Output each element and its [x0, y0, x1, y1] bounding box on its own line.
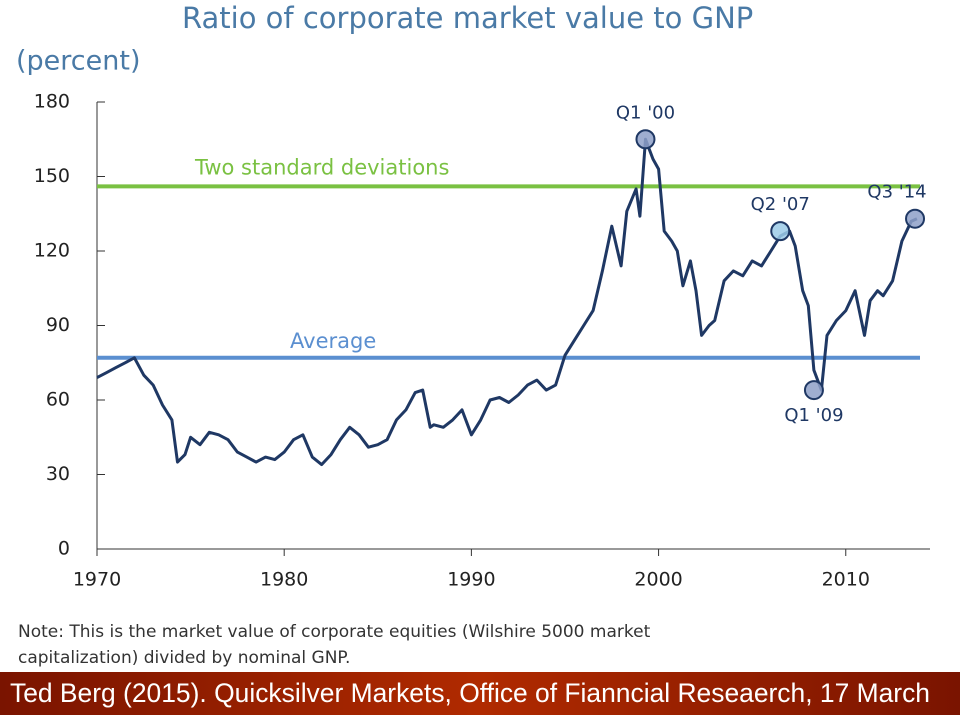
- footer: Ted Berg (2015). Quicksilver Markets, Of…: [10, 678, 930, 708]
- y-tick-label: 30: [46, 463, 70, 485]
- reference-label: Two standard deviations: [194, 155, 449, 179]
- y-tick-label: 90: [46, 314, 70, 336]
- x-tick-label: 1970: [73, 569, 121, 591]
- y-tick-label: 0: [58, 538, 70, 560]
- data-line: [96, 137, 918, 467]
- note: Note: This is the market value of corpor…: [18, 622, 651, 642]
- x-tick-label: 2000: [634, 569, 682, 591]
- x-tick-label: 2010: [822, 569, 870, 591]
- footer-bar: [0, 672, 960, 715]
- annotation-marker: [770, 221, 791, 242]
- x-tick-label: 1990: [447, 569, 495, 591]
- annotation-marker: [905, 208, 926, 229]
- annotation-label: Q1 '00: [616, 102, 675, 123]
- y-tick-label: 180: [34, 91, 70, 113]
- annotation-label: Q1 '09: [784, 405, 843, 426]
- x-tick-label: 1980: [260, 569, 308, 591]
- y-tick-label: 120: [34, 240, 70, 262]
- y-axis-label: (percent): [16, 46, 140, 77]
- chart-title: Ratio of corporate market value to GNP: [182, 1, 753, 35]
- y-tick-label: 60: [46, 389, 70, 411]
- y-tick-label: 150: [34, 165, 70, 187]
- reference-label: Average: [290, 329, 376, 353]
- annotation-label: Q3 '14: [867, 182, 926, 203]
- note: capitalization) divided by nominal GNP.: [18, 648, 350, 668]
- annotation-marker: [803, 380, 824, 401]
- annotation-marker: [635, 129, 656, 150]
- annotation-label: Q2 '07: [751, 194, 810, 215]
